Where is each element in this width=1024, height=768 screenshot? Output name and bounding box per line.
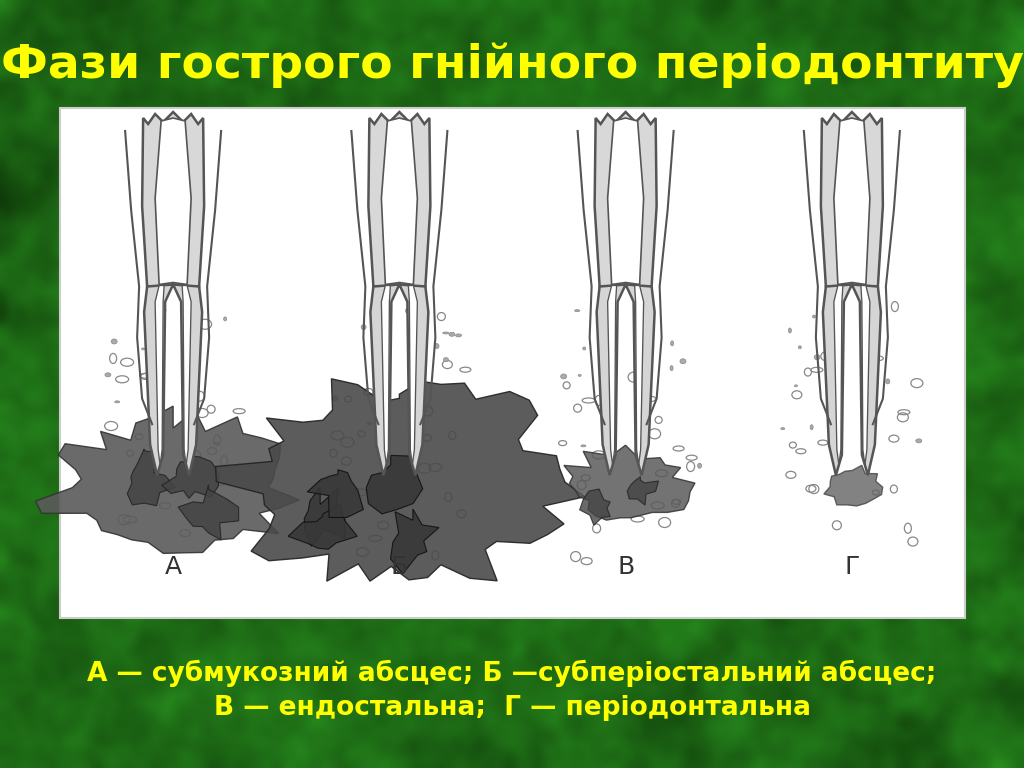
Polygon shape — [834, 118, 869, 284]
Ellipse shape — [780, 428, 784, 429]
Polygon shape — [162, 456, 219, 498]
Polygon shape — [399, 284, 428, 475]
Ellipse shape — [456, 334, 462, 337]
Polygon shape — [607, 118, 644, 284]
Ellipse shape — [810, 425, 813, 430]
Ellipse shape — [213, 442, 218, 444]
Text: Фази гострого гнійного періодонтиту: Фази гострого гнійного періодонтиту — [1, 42, 1023, 88]
Text: А: А — [165, 555, 181, 579]
Text: Г: Г — [844, 555, 859, 579]
Polygon shape — [173, 284, 202, 475]
Ellipse shape — [870, 437, 874, 440]
Ellipse shape — [561, 374, 566, 379]
Ellipse shape — [574, 310, 580, 312]
Polygon shape — [178, 485, 239, 540]
Polygon shape — [852, 284, 881, 475]
Ellipse shape — [697, 463, 701, 468]
Polygon shape — [142, 112, 204, 286]
Ellipse shape — [583, 347, 586, 350]
Polygon shape — [626, 284, 654, 475]
Ellipse shape — [145, 336, 150, 342]
Ellipse shape — [375, 382, 381, 388]
Polygon shape — [635, 286, 644, 465]
Ellipse shape — [443, 358, 449, 362]
Text: В: В — [617, 555, 634, 579]
Ellipse shape — [680, 359, 686, 364]
Ellipse shape — [581, 445, 586, 447]
Polygon shape — [369, 112, 430, 286]
Polygon shape — [409, 286, 418, 465]
Polygon shape — [564, 445, 695, 520]
Polygon shape — [821, 112, 883, 286]
FancyBboxPatch shape — [60, 108, 965, 618]
Ellipse shape — [449, 333, 455, 336]
Polygon shape — [390, 509, 439, 574]
Ellipse shape — [579, 374, 582, 376]
Polygon shape — [595, 112, 656, 286]
Ellipse shape — [112, 339, 117, 344]
Ellipse shape — [596, 321, 602, 323]
Polygon shape — [288, 505, 357, 549]
Polygon shape — [307, 470, 364, 518]
Ellipse shape — [873, 337, 878, 340]
Ellipse shape — [670, 366, 673, 371]
Ellipse shape — [406, 308, 409, 313]
Polygon shape — [861, 286, 869, 465]
Ellipse shape — [141, 348, 144, 350]
Polygon shape — [607, 286, 616, 465]
Polygon shape — [371, 284, 399, 475]
Polygon shape — [367, 455, 423, 514]
Ellipse shape — [332, 396, 338, 401]
Ellipse shape — [435, 343, 439, 349]
Text: В — ендостальна;  Г — періодонтальна: В — ендостальна; Г — періодонтальна — [213, 695, 811, 721]
Ellipse shape — [161, 308, 166, 313]
Ellipse shape — [442, 332, 449, 334]
Polygon shape — [36, 406, 300, 554]
Ellipse shape — [104, 372, 111, 377]
Polygon shape — [628, 477, 658, 505]
Ellipse shape — [671, 341, 674, 346]
Polygon shape — [127, 449, 175, 505]
Polygon shape — [823, 284, 852, 475]
Ellipse shape — [799, 346, 802, 349]
Ellipse shape — [795, 385, 798, 387]
Text: Б: Б — [391, 555, 408, 579]
Ellipse shape — [368, 422, 372, 425]
Polygon shape — [597, 284, 626, 475]
Polygon shape — [155, 118, 191, 284]
Ellipse shape — [814, 355, 820, 359]
Ellipse shape — [915, 439, 922, 443]
Polygon shape — [304, 488, 345, 546]
Polygon shape — [381, 286, 390, 465]
Ellipse shape — [788, 328, 792, 333]
Ellipse shape — [223, 317, 226, 321]
Ellipse shape — [193, 381, 196, 386]
Ellipse shape — [812, 315, 815, 318]
Ellipse shape — [115, 401, 120, 403]
Text: А — субмукозний абсцес; Б —субперіостальний абсцес;: А — субмукозний абсцес; Б —субперіосталь… — [87, 660, 937, 687]
Polygon shape — [144, 284, 173, 475]
Polygon shape — [155, 286, 164, 465]
Polygon shape — [381, 118, 418, 284]
Ellipse shape — [886, 379, 890, 384]
Polygon shape — [824, 465, 883, 506]
Polygon shape — [834, 286, 843, 465]
Polygon shape — [216, 379, 585, 581]
Polygon shape — [580, 489, 610, 525]
Ellipse shape — [361, 325, 367, 329]
Polygon shape — [182, 286, 191, 465]
